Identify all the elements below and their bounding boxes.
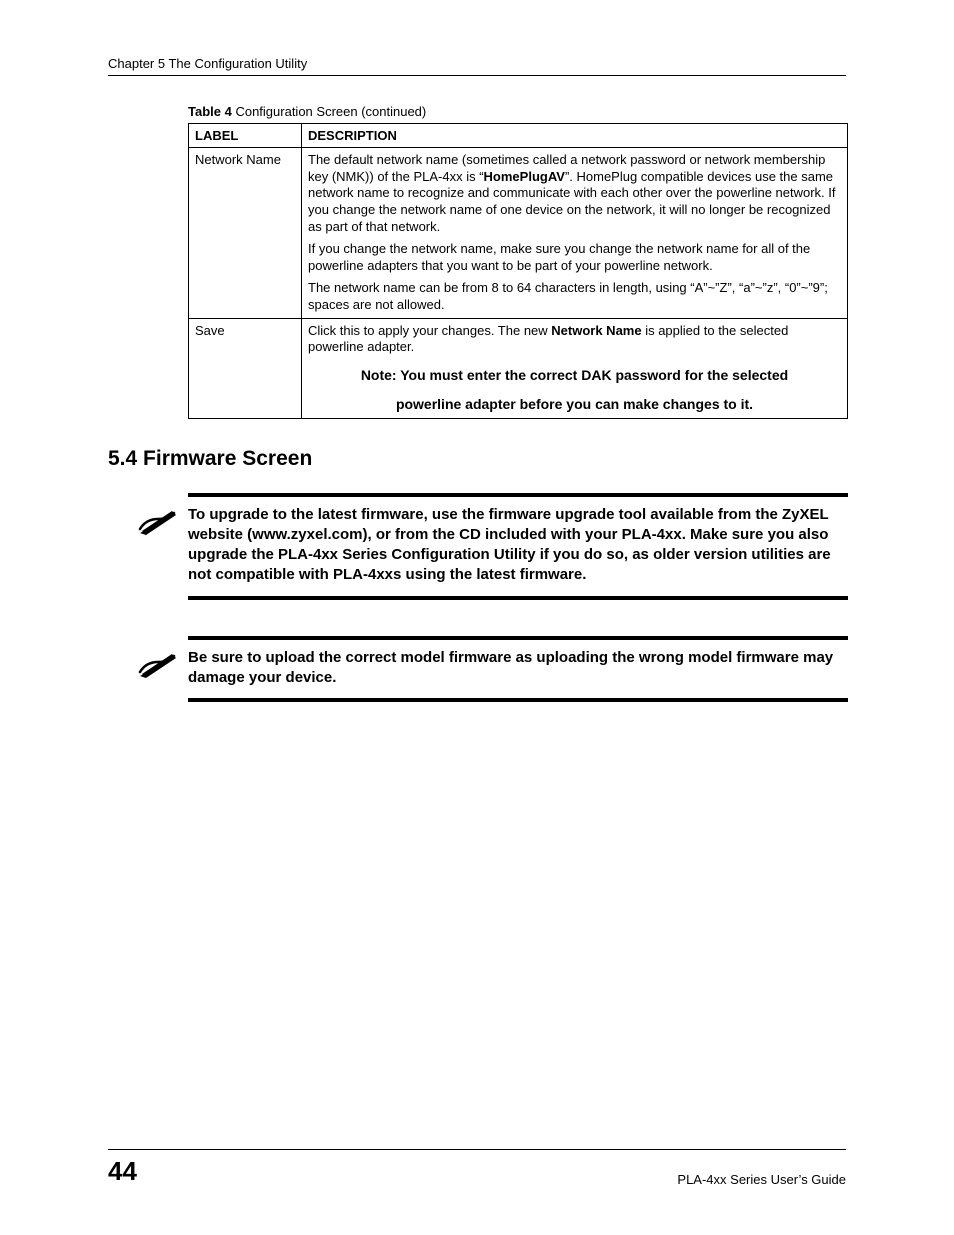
cell-description: The default network name (sometimes call… <box>302 148 848 319</box>
desc-para: Click this to apply your changes. The ne… <box>308 323 841 356</box>
col-description: DESCRIPTION <box>302 124 848 148</box>
desc-bold: HomePlugAV <box>484 169 565 184</box>
desc-bold: Network Name <box>551 323 641 338</box>
callout-text: Be sure to upload the correct model firm… <box>188 648 848 689</box>
note-line-2: powerline adapter before you can make ch… <box>308 395 841 414</box>
pen-note-icon <box>128 648 188 689</box>
callout-box: Be sure to upload the correct model firm… <box>188 636 848 703</box>
table-number: Table 4 <box>188 104 232 119</box>
section-heading: 5.4 Firmware Screen <box>108 447 846 471</box>
guide-title: PLA-4xx Series User’s Guide <box>677 1172 846 1187</box>
table-header-row: LABEL DESCRIPTION <box>189 124 848 148</box>
chapter-header: Chapter 5 The Configuration Utility <box>108 56 846 76</box>
rule <box>188 698 848 702</box>
desc-para: The network name can be from 8 to 64 cha… <box>308 280 841 313</box>
page-footer: 44 PLA-4xx Series User’s Guide <box>108 1149 846 1187</box>
table-row: Network Name The default network name (s… <box>189 148 848 319</box>
pen-note-icon <box>128 505 188 586</box>
desc-para: The default network name (sometimes call… <box>308 152 841 235</box>
configuration-table: LABEL DESCRIPTION Network Name The defau… <box>188 123 848 419</box>
desc-para: If you change the network name, make sur… <box>308 241 841 274</box>
table-caption: Table 4 Configuration Screen (continued) <box>188 104 846 119</box>
col-label: LABEL <box>189 124 302 148</box>
table-title: Configuration Screen (continued) <box>232 104 426 119</box>
callout-box: To upgrade to the latest firmware, use t… <box>188 493 848 600</box>
desc-text: Click this to apply your changes. The ne… <box>308 323 551 338</box>
callout-text: To upgrade to the latest firmware, use t… <box>188 505 848 586</box>
cell-label: Network Name <box>189 148 302 319</box>
cell-description: Click this to apply your changes. The ne… <box>302 318 848 418</box>
page-number: 44 <box>108 1156 137 1187</box>
note-line-1: Note: You must enter the correct DAK pas… <box>308 366 841 385</box>
table-row: Save Click this to apply your changes. T… <box>189 318 848 418</box>
cell-label: Save <box>189 318 302 418</box>
